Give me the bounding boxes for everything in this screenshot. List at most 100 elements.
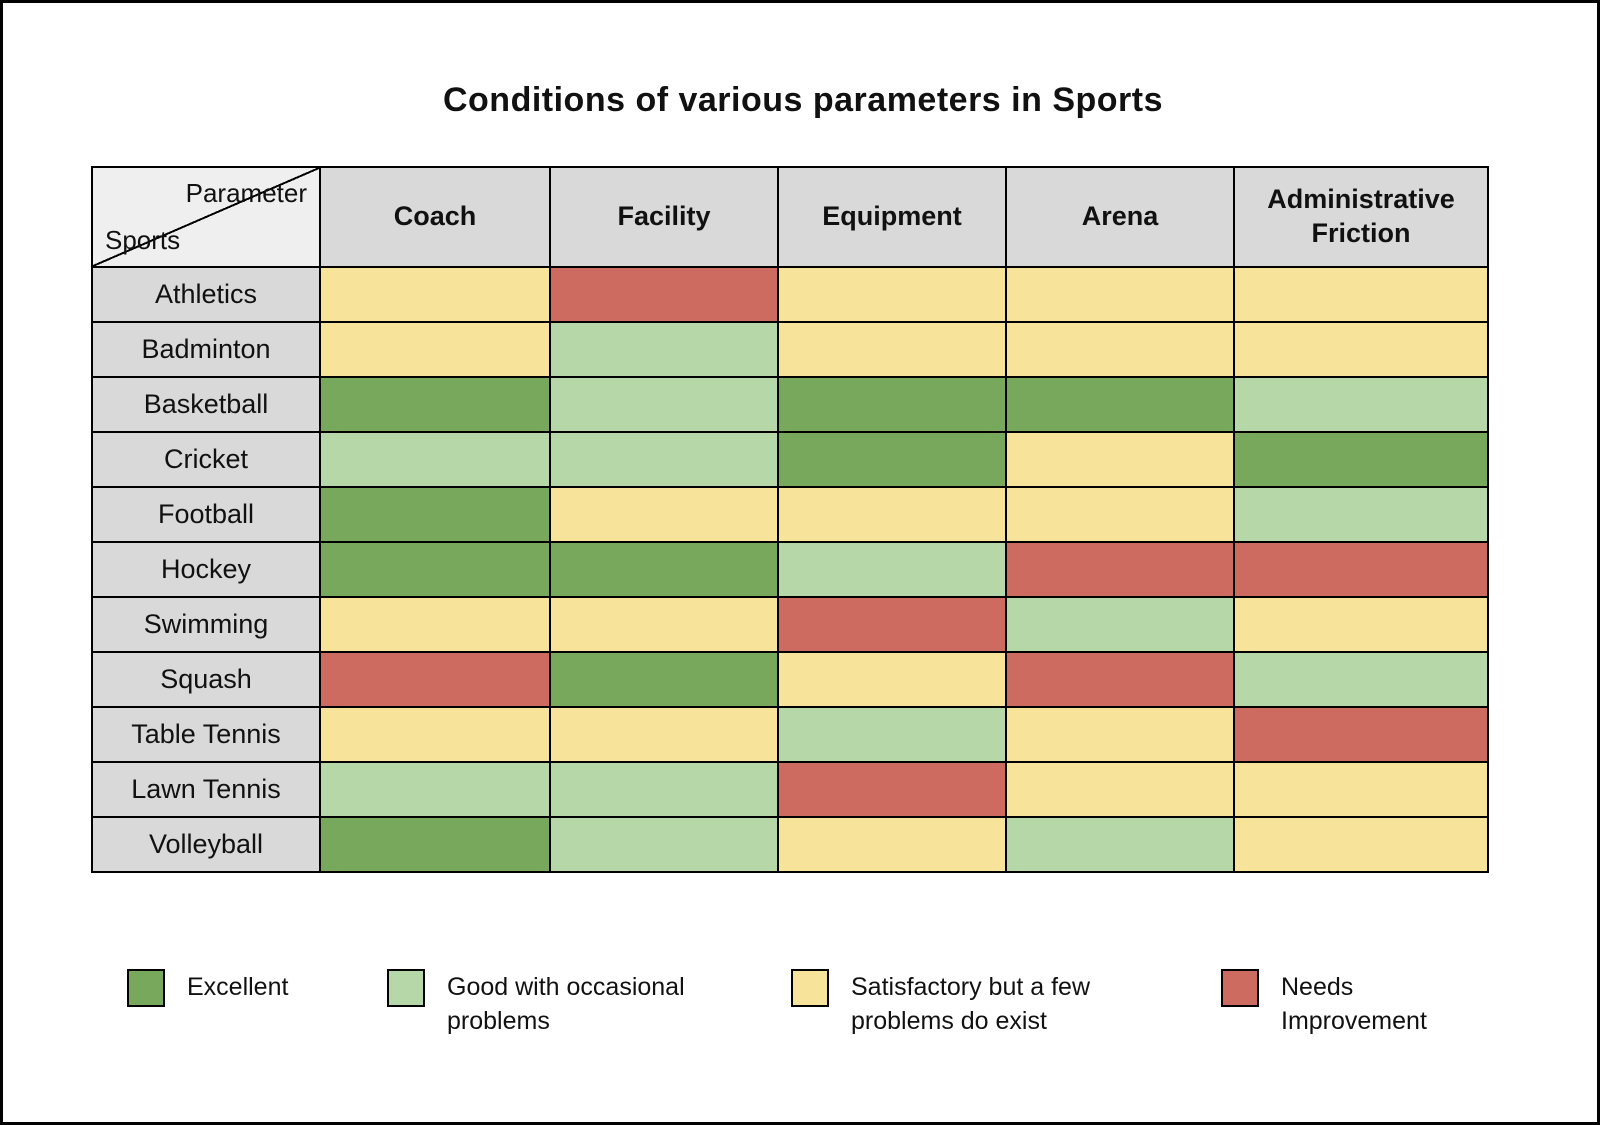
status-cell-satisfactory [777, 816, 1007, 873]
status-cell-satisfactory [1005, 486, 1235, 543]
table-row-cricket: Cricket [91, 431, 1489, 488]
status-cell-excellent [319, 816, 551, 873]
row-label: Table Tennis [91, 706, 321, 763]
status-cell-excellent [319, 376, 551, 433]
status-cell-satisfactory [1005, 706, 1235, 763]
legend-swatch-needs_improvement [1221, 969, 1259, 1007]
status-cell-good [1233, 376, 1489, 433]
status-cell-excellent [1233, 431, 1489, 488]
status-cell-excellent [777, 431, 1007, 488]
status-cell-satisfactory [319, 706, 551, 763]
table-body: Athletics Badminton Basketball Cricket Footb… [91, 266, 1489, 873]
column-header-administrative-friction: Administrative Friction [1233, 166, 1489, 268]
column-header-equipment: Equipment [777, 166, 1007, 268]
diagonal-divider [94, 169, 318, 265]
conditions-table: Parameter Sports Coach Facility Equipment A… [91, 166, 1489, 873]
column-header-facility: Facility [549, 166, 779, 268]
status-cell-good [777, 706, 1007, 763]
legend-swatch-excellent [127, 969, 165, 1007]
table-row-hockey: Hockey [91, 541, 1489, 598]
table-row-badminton: Badminton [91, 321, 1489, 378]
status-cell-good [1233, 486, 1489, 543]
status-cell-good [1233, 651, 1489, 708]
row-label: Athletics [91, 266, 321, 323]
status-cell-satisfactory [777, 321, 1007, 378]
status-cell-excellent [1005, 376, 1235, 433]
status-cell-satisfactory [549, 486, 779, 543]
table-header-row: Parameter Sports Coach Facility Equipment A… [91, 166, 1489, 268]
status-cell-satisfactory [777, 651, 1007, 708]
status-cell-satisfactory [1233, 321, 1489, 378]
status-cell-needs_improvement [777, 596, 1007, 653]
table-row-swimming: Swimming [91, 596, 1489, 653]
legend-swatch-satisfactory [791, 969, 829, 1007]
status-cell-good [549, 321, 779, 378]
corner-label-parameter: Parameter [185, 178, 307, 208]
status-cell-satisfactory [1005, 266, 1235, 323]
status-cell-good [1005, 596, 1235, 653]
status-cell-good [549, 431, 779, 488]
status-cell-satisfactory [1005, 431, 1235, 488]
status-cell-satisfactory [777, 486, 1007, 543]
status-cell-excellent [319, 541, 551, 598]
row-label: Badminton [91, 321, 321, 378]
status-cell-good [1005, 816, 1235, 873]
column-header-coach: Coach [319, 166, 551, 268]
status-cell-needs_improvement [1233, 706, 1489, 763]
status-cell-excellent [549, 541, 779, 598]
status-cell-needs_improvement [1233, 541, 1489, 598]
status-cell-good [319, 431, 551, 488]
legend-label: Satisfactory but a few problems do exist [851, 973, 1091, 1035]
table-row-lawn-tennis: Lawn Tennis [91, 761, 1489, 818]
status-cell-satisfactory [549, 596, 779, 653]
table-row-volleyball: Volleyball [91, 816, 1489, 873]
table-row-football: Football [91, 486, 1489, 543]
status-cell-needs_improvement [319, 651, 551, 708]
status-cell-good [549, 816, 779, 873]
status-cell-satisfactory [319, 596, 551, 653]
status-cell-good [549, 761, 779, 818]
status-cell-needs_improvement [1005, 651, 1235, 708]
status-cell-satisfactory [1005, 761, 1235, 818]
table-row-basketball: Basketball [91, 376, 1489, 433]
corner-cell: Parameter Sports [91, 166, 321, 268]
status-cell-needs_improvement [777, 761, 1007, 818]
row-label: Squash [91, 651, 321, 708]
status-cell-satisfactory [319, 266, 551, 323]
row-label: Cricket [91, 431, 321, 488]
status-cell-satisfactory [549, 706, 779, 763]
status-cell-good [777, 541, 1007, 598]
status-cell-satisfactory [1233, 596, 1489, 653]
row-label: Volleyball [91, 816, 321, 873]
status-cell-satisfactory [1233, 266, 1489, 323]
status-cell-good [549, 376, 779, 433]
row-label: Swimming [91, 596, 321, 653]
status-cell-satisfactory [777, 266, 1007, 323]
status-cell-excellent [319, 486, 551, 543]
status-cell-needs_improvement [1005, 541, 1235, 598]
row-label: Hockey [91, 541, 321, 598]
status-cell-excellent [549, 651, 779, 708]
status-cell-satisfactory [1005, 321, 1235, 378]
status-cell-satisfactory [1233, 761, 1489, 818]
table-row-athletics: Athletics [91, 266, 1489, 323]
status-cell-excellent [777, 376, 1007, 433]
table-row-squash: Squash [91, 651, 1489, 708]
status-cell-good [319, 761, 551, 818]
column-header-arena: Arena [1005, 166, 1235, 268]
corner-label-sports: Sports [105, 225, 181, 255]
legend: Excellent Good with occasional problems Sa… [3, 965, 1597, 1095]
table-row-table-tennis: Table Tennis [91, 706, 1489, 763]
row-label: Lawn Tennis [91, 761, 321, 818]
row-label: Football [91, 486, 321, 543]
row-label: Basketball [91, 376, 321, 433]
status-cell-satisfactory [319, 321, 551, 378]
legend-label: Excellent [187, 973, 289, 1001]
legend-label: Needs Improvement [1281, 973, 1427, 1035]
status-cell-needs_improvement [549, 266, 779, 323]
status-cell-satisfactory [1233, 816, 1489, 873]
legend-label: Good with occasional problems [447, 973, 685, 1035]
legend-swatch-good [387, 969, 425, 1007]
chart-title: Conditions of various parameters in Spor… [442, 81, 1163, 119]
